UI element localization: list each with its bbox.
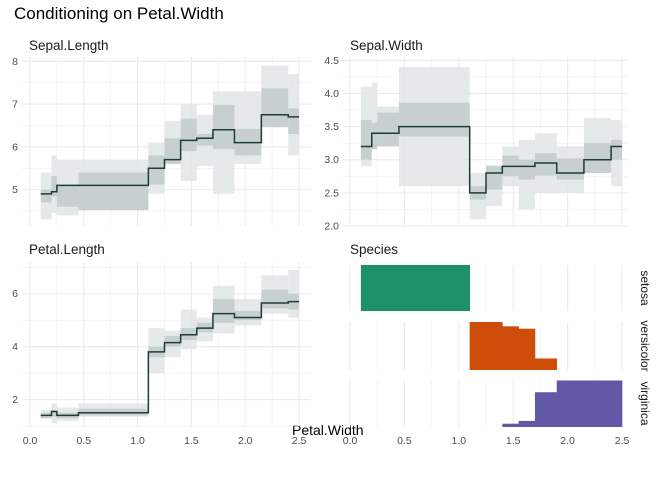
y-tick-label: 2 [12,394,18,406]
species-bar-versicolor [502,326,519,370]
species-bar-virginica [502,423,519,427]
x-tick-label: 0.0 [343,435,358,447]
panel-title: Sepal.Width [350,38,423,53]
inner-band-segment [212,104,235,149]
y-tick-label: 6 [12,141,18,153]
x-tick-label: 2.5 [615,435,630,447]
x-tick-label: 1.5 [184,435,199,447]
panel-sepal-length: 5 6 7 8 Sepal.Length [12,38,311,226]
inner-band-segment [371,122,378,150]
panel-petal-length: 2 4 6 Petal.Length [12,242,311,427]
inner-band-segment [148,155,165,185]
panel-title: Species [350,242,398,257]
inner-band-segment [196,134,213,146]
inner-band-segment [611,139,622,160]
species-bar-virginica [534,392,558,427]
x-tick-label: 0.5 [397,435,412,447]
y-tick-label: 3.0 [324,154,339,166]
x-tick-label: 0.5 [76,435,91,447]
chart-title: Conditioning on Petal.Width [14,4,224,23]
panel-species: Species setosa versicolor virginica [349,242,652,427]
x-tick-label: 2.0 [238,435,253,447]
inner-band-segment [288,108,299,135]
step-line [40,300,299,417]
species-bar-versicolor [534,358,558,370]
inner-band-segment [534,153,557,176]
panel-title: Petal.Length [29,242,105,257]
y-tick-label: 8 [12,56,18,68]
inner-band-segment [261,88,289,128]
y-tick-label: 6 [12,288,18,300]
inner-band-segment [56,186,79,207]
inner-band-segment [261,289,289,309]
inner-band-segment [234,310,262,321]
species-bar-setosa [360,265,470,311]
panel-title: Sepal.Length [29,38,109,53]
y-tick-label: 4 [12,341,18,353]
species-bar-virginica [518,420,536,427]
strip-label-setosa: setosa [638,270,652,306]
y-tick-label: 2.0 [324,221,339,233]
y-tick-label: 5 [12,184,18,196]
outer-band-segment [371,82,378,150]
strip-label-versicolor: versicolor [638,320,652,371]
panel-sepal-width: 2.0 2.5 3.0 3.5 4.0 4.5 Sepal.Width [324,38,628,233]
step-line [360,125,622,194]
inner-band-segment [164,336,181,347]
y-tick-label: 4.0 [324,88,339,100]
strip-label-virginica: virginica [638,381,652,425]
x-tick-label: 2.5 [292,435,307,447]
y-tick-label: 2.5 [324,187,339,199]
inner-band-segment [556,158,584,180]
species-bar-versicolor [469,322,503,370]
inner-band-segment [180,118,197,152]
inner-band-segment [377,112,399,147]
y-tick-label: 3.5 [324,121,339,133]
inner-band-segment [360,119,372,160]
step-line [40,114,299,195]
inner-band-segment [398,102,470,137]
inner-band-segment [78,172,149,211]
inner-band-segment [518,159,535,180]
x-tick-label: 1.0 [130,435,145,447]
x-tick-label: 1.5 [506,435,521,447]
species-bar-virginica [556,380,623,427]
inner-band-segment [51,410,57,417]
x-tick-label: 1.0 [451,435,466,447]
y-tick-label: 7 [12,99,18,111]
inner-band-segment [51,175,57,197]
x-tick-label: 0.0 [23,435,38,447]
inner-band-segment [40,189,52,203]
inner-band-segment [164,138,181,164]
inner-band-segment [212,299,235,323]
y-tick-label: 4.5 [324,55,339,67]
inner-band-segment [486,166,503,190]
species-bar-versicolor [518,328,536,370]
inner-band-segment [583,143,612,173]
x-tick-label: 2.0 [560,435,575,447]
